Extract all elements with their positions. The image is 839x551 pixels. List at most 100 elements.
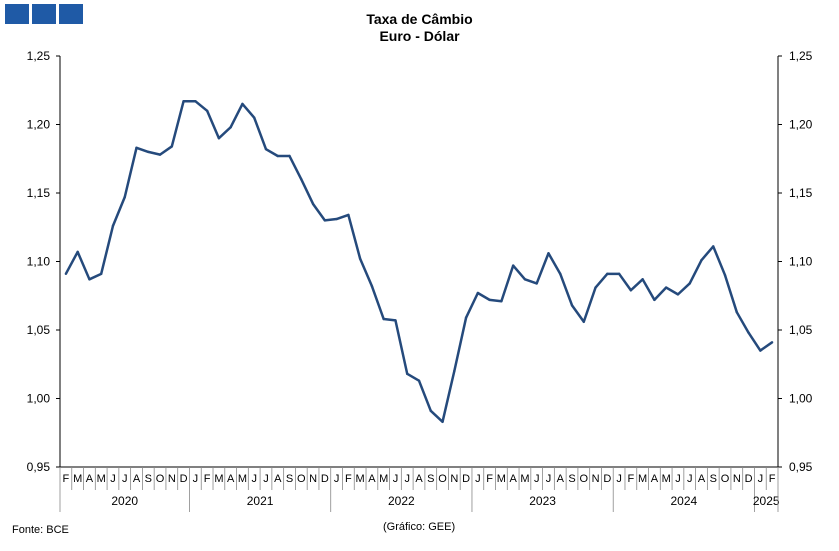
data-point <box>464 316 468 319</box>
data-point <box>723 274 727 277</box>
year-label: 2020 <box>111 494 138 508</box>
month-label: D <box>603 473 611 485</box>
month-label: J <box>534 473 540 485</box>
y-tick-label-left: 1,25 <box>27 49 51 63</box>
month-label: M <box>638 473 647 485</box>
data-point <box>747 331 750 334</box>
data-point <box>182 100 185 103</box>
data-point <box>629 289 633 292</box>
year-label: 2021 <box>247 494 274 508</box>
data-point <box>311 202 315 206</box>
source-note: Fonte: BCE <box>12 524 69 536</box>
data-point <box>700 258 703 262</box>
year-label: 2023 <box>529 494 556 508</box>
year-label: 2025 <box>753 494 780 508</box>
month-label: N <box>309 473 317 485</box>
month-label: S <box>568 473 575 485</box>
month-label: A <box>698 473 706 485</box>
data-point <box>664 286 668 289</box>
y-tick-label-left: 1,00 <box>27 392 51 406</box>
y-tick-label-right: 1,15 <box>789 186 813 200</box>
month-label: F <box>486 473 493 485</box>
month-label: J <box>404 473 410 485</box>
y-tick-label-right: 1,00 <box>789 392 813 406</box>
data-point <box>559 272 562 276</box>
credit-note: (Gráfico: GEE) <box>383 521 456 533</box>
month-label: M <box>73 473 82 485</box>
month-label: S <box>427 473 434 485</box>
data-point <box>194 100 197 103</box>
month-label: A <box>557 473 565 485</box>
month-label: S <box>145 473 152 485</box>
data-point <box>111 224 115 228</box>
data-point <box>288 154 291 158</box>
y-tick-label-left: 1,20 <box>27 118 51 132</box>
month-label: D <box>745 473 753 485</box>
month-label: A <box>368 473 376 485</box>
data-point <box>582 320 585 323</box>
month-label: J <box>393 473 399 485</box>
month-label: F <box>628 473 635 485</box>
data-point <box>406 372 409 376</box>
data-point <box>488 298 491 302</box>
month-label: O <box>721 473 730 485</box>
data-point <box>394 319 397 322</box>
month-label: M <box>238 473 247 485</box>
logo-block <box>59 4 83 24</box>
data-point <box>500 300 503 303</box>
data-point <box>276 154 279 158</box>
chart-title: Taxa de Câmbio Euro - Dólar <box>0 11 839 45</box>
data-point <box>429 409 432 413</box>
y-tick-label-left: 1,05 <box>27 323 51 337</box>
month-label: A <box>133 473 141 485</box>
y-tick-label-right: 1,20 <box>789 118 813 132</box>
data-point <box>676 293 680 296</box>
month-label: D <box>180 473 188 485</box>
y-tick-label-left: 0,95 <box>27 460 51 474</box>
data-point <box>135 146 138 149</box>
chart-title-line1: Taxa de Câmbio <box>366 11 473 27</box>
data-point <box>170 145 174 148</box>
series-line <box>64 99 773 424</box>
data-point <box>241 102 244 106</box>
data-point <box>382 317 385 321</box>
month-label: A <box>274 473 282 485</box>
month-label: J <box>251 473 257 485</box>
data-point <box>535 282 538 285</box>
data-point <box>606 272 609 276</box>
month-label: J <box>687 473 693 485</box>
month-label: J <box>334 473 340 485</box>
data-point <box>370 284 374 288</box>
month-label: O <box>580 473 589 485</box>
data-point <box>570 304 574 307</box>
month-label: F <box>204 473 211 485</box>
month-label: O <box>156 473 165 485</box>
month-label: J <box>475 473 481 485</box>
month-label: J <box>546 473 552 485</box>
month-label: J <box>263 473 269 485</box>
month-label: D <box>462 473 470 485</box>
data-point <box>441 420 444 423</box>
data-point <box>76 250 79 254</box>
data-point <box>358 257 362 260</box>
data-point <box>335 217 338 221</box>
year-label: 2022 <box>388 494 415 508</box>
data-point <box>476 291 480 295</box>
month-label: N <box>450 473 458 485</box>
data-point <box>123 195 126 199</box>
month-label: M <box>662 473 671 485</box>
data-point <box>64 272 68 276</box>
data-point <box>712 245 715 248</box>
data-point <box>759 349 762 352</box>
month-label: F <box>63 473 70 485</box>
month-label: M <box>214 473 223 485</box>
month-label: O <box>438 473 447 485</box>
data-point <box>653 298 656 302</box>
data-point <box>511 264 515 267</box>
month-label: S <box>286 473 293 485</box>
month-label: M <box>97 473 106 485</box>
data-point <box>205 109 209 113</box>
month-label: J <box>122 473 128 485</box>
data-point <box>347 213 350 217</box>
